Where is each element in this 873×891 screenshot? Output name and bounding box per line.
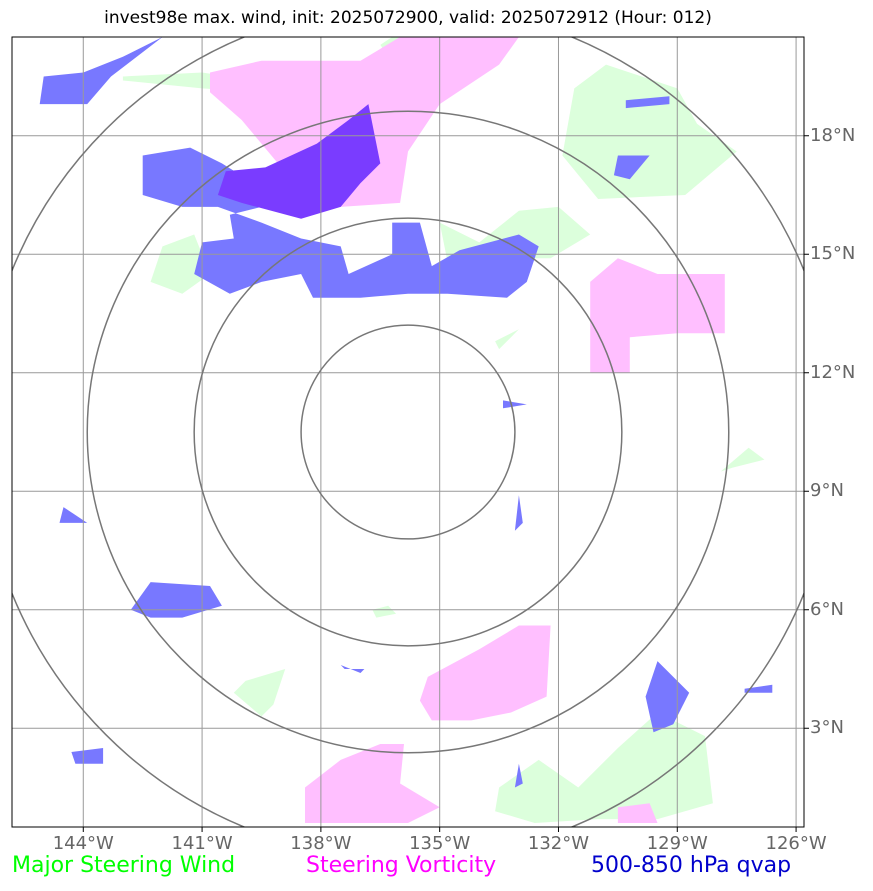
longitude-label: 129°W	[646, 833, 708, 854]
longitude-label: 135°W	[409, 833, 471, 854]
longitude-label: 144°W	[52, 833, 114, 854]
qvap-area-11	[744, 684, 773, 693]
legend-steering-wind: Major Steering Wind	[12, 853, 236, 878]
qvap-area-7	[514, 495, 523, 531]
wind-area-4	[562, 64, 737, 199]
range-ring	[300, 324, 516, 540]
qvap-area-5	[130, 582, 222, 618]
longitude-label: 132°W	[527, 833, 590, 854]
latitude-label: 6°N	[810, 598, 844, 620]
vorticity-area-1	[590, 258, 725, 373]
qvap-area-2	[613, 155, 650, 180]
latitude-label: 15°N	[810, 243, 856, 265]
qvap-area-6	[503, 400, 527, 409]
range-ring	[193, 217, 623, 647]
wind-area-8	[233, 669, 286, 717]
wind-area-2	[150, 234, 210, 294]
graticule	[12, 37, 804, 827]
qvap-area-12	[71, 748, 104, 764]
latitude-label: 12°N	[810, 361, 856, 383]
longitude-label: 141°W	[171, 833, 233, 854]
vorticity-area-4	[617, 803, 658, 823]
axis-ticks	[82, 135, 809, 832]
vorticity-area-2	[419, 625, 551, 721]
latitude-label: 9°N	[810, 480, 844, 502]
overlap-area-0	[217, 104, 381, 219]
longitude-label: 126°W	[765, 833, 827, 854]
overlap-layer	[217, 104, 381, 219]
qvap-area-4	[59, 507, 88, 523]
wind-area-10	[495, 712, 713, 823]
latitude-label: 3°N	[810, 717, 844, 739]
map-title: invest98e max. wind, init: 2025072900, v…	[104, 8, 712, 28]
qvap-area-10	[645, 661, 690, 733]
plot-frame	[11, 36, 805, 828]
legend-qvap: 500-850 hPa qvap	[591, 853, 792, 878]
wind-area-9	[372, 605, 397, 618]
qvap-area-1	[625, 96, 670, 109]
wind-area-7	[720, 447, 765, 472]
wind-area-6	[495, 329, 519, 350]
qvap-area-13	[514, 763, 523, 788]
longitude-label: 138°W	[290, 833, 352, 854]
vorticity-area-3	[305, 744, 440, 823]
legend-steering-vorticity: Steering Vorticity	[306, 853, 497, 878]
latitude-label: 18°N	[810, 124, 856, 146]
range-rings	[12, 37, 804, 827]
steering-wind-layer	[122, 37, 765, 823]
range-ring	[86, 110, 730, 754]
qvap-area-8	[340, 665, 365, 673]
qvap-area-0	[39, 37, 163, 105]
